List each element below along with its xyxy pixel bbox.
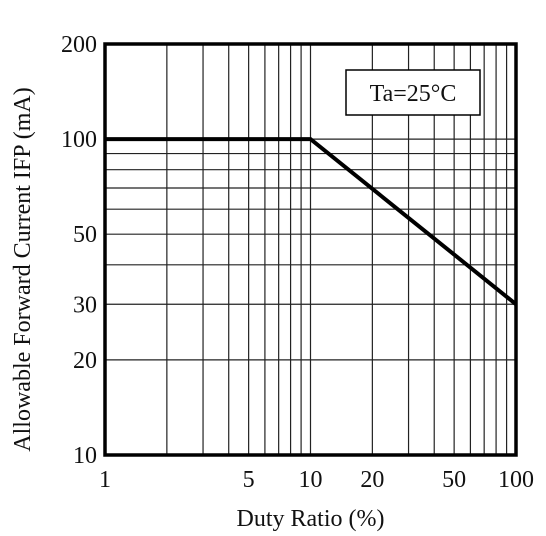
y-tick-label-20: 20 [73,348,97,374]
x-axis-title: Duty Ratio (%) [237,506,385,532]
y-tick-label-50: 50 [73,222,97,248]
y-axis-title: Allowable Forward Current IFP (mA) [10,87,36,451]
y-tick-label-10: 10 [73,443,97,469]
plot-frame [103,42,518,457]
x-tick-label-1: 1 [99,467,111,493]
annotation-layer: Ta=25°C [345,69,481,116]
x-tick-label-20: 20 [360,467,384,493]
y-tick-label-100: 100 [61,127,97,153]
y-tick-label-200: 200 [61,32,97,58]
series-line-0 [105,137,518,306]
x-tick-label-5: 5 [243,467,255,493]
x-tick-labels: 1 5 10 20 50 100 [99,467,534,493]
y-tick-label-30: 30 [73,292,97,318]
annotation-text: Ta=25°C [370,81,457,107]
x-tick-label-50: 50 [442,467,466,493]
annotation-box [345,69,481,116]
x-tick-label-10: 10 [299,467,323,493]
x-tick-label-100: 100 [498,467,534,493]
y-tick-labels: 10 20 30 50 100 200 [61,32,97,469]
series-layer [105,137,518,306]
